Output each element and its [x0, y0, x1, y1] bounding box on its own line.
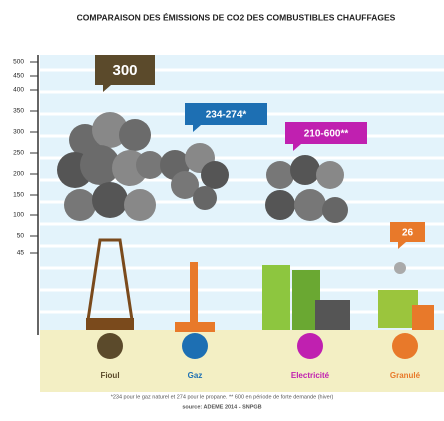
title: COMPARAISON DES ÉMISSIONS DE CO2 DES COM… [77, 12, 396, 22]
icon [182, 333, 208, 359]
y-tick-label: 450 [13, 73, 24, 80]
value-label: 26 [402, 228, 414, 239]
item-label: Electricité [291, 371, 330, 380]
y-tick-label: 400 [13, 87, 24, 94]
item-label: Granulé [390, 371, 421, 380]
icon [297, 333, 323, 359]
y-tick-label: 300 [13, 129, 24, 136]
y-tick-label: 350 [13, 108, 24, 115]
infographic: COMPARAISON DES ÉMISSIONS DE CO2 DES COM… [0, 0, 444, 416]
footnote: *234 pour le gaz naturel et 274 pour le … [111, 394, 334, 400]
y-tick-label: 200 [13, 171, 24, 178]
icon [97, 333, 123, 359]
y-tick-label: 250 [13, 150, 24, 157]
value-label: 234-274* [206, 110, 247, 121]
item-label: Fioul [100, 371, 119, 380]
y-tick-label: 150 [13, 192, 24, 199]
icon [392, 333, 418, 359]
y-tick-label: 45 [17, 250, 25, 257]
y-tick-label: 50 [17, 233, 25, 240]
source: source: ADEME 2014 - SNPGB [182, 404, 261, 410]
y-tick-label: 100 [13, 212, 24, 219]
value-label: 210-600** [304, 129, 349, 140]
item-label: Gaz [188, 371, 203, 380]
value-label: 300 [112, 62, 137, 79]
y-tick-label: 500 [13, 59, 24, 66]
